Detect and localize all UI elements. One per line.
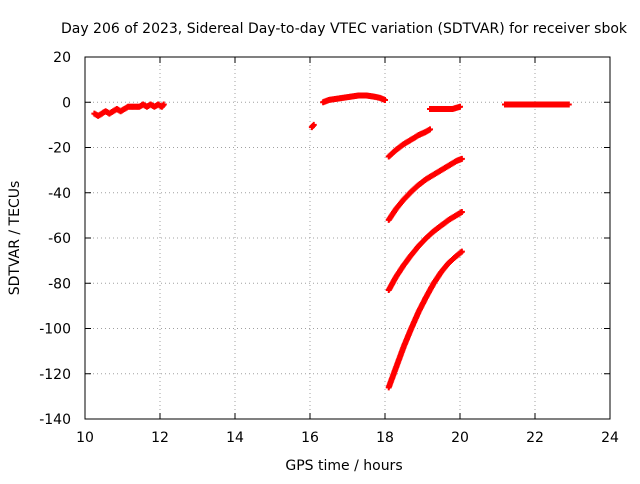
y-tick-label: -20 xyxy=(48,141,71,157)
point-trend-a xyxy=(427,126,433,133)
point-seg2 xyxy=(310,121,317,128)
y-tick-label: -40 xyxy=(48,186,71,202)
point-seg5 xyxy=(565,101,572,108)
point-trend-d xyxy=(458,248,465,255)
point-seg3 xyxy=(382,96,388,103)
x-axis-label: GPS time / hours xyxy=(285,458,402,474)
plot-frame xyxy=(84,56,611,420)
x-tick-label: 24 xyxy=(601,430,619,446)
y-tick-label: -60 xyxy=(48,231,71,247)
x-tick-label: 22 xyxy=(526,430,544,446)
y-tick-label: -100 xyxy=(39,322,71,338)
point-seg1 xyxy=(160,101,167,108)
point-trend-b xyxy=(458,155,465,162)
x-tick-label: 14 xyxy=(226,430,244,446)
x-tick-label: 16 xyxy=(301,430,319,446)
y-tick-label: -120 xyxy=(39,367,71,383)
x-tick-label: 20 xyxy=(451,430,469,446)
y-tick-label: 0 xyxy=(62,95,71,111)
x-tick-label: 18 xyxy=(376,430,394,446)
x-tick-label: 12 xyxy=(151,430,169,446)
y-tick-label: -140 xyxy=(39,412,71,428)
y-axis-label: SDTVAR / TECUs xyxy=(7,181,23,296)
y-tick-label: -80 xyxy=(48,276,71,292)
axes: 10 12 14 16 18 20 22 24 -140 -120 -100 -80 -60 -40 -20… xyxy=(39,50,619,446)
data-points xyxy=(91,92,572,391)
x-tick-label: 10 xyxy=(76,430,94,446)
grid xyxy=(85,57,610,419)
y-tick-label: 20 xyxy=(53,50,71,66)
point-seg4 xyxy=(457,103,463,110)
point-trend-c xyxy=(458,208,465,215)
chart-title: Day 206 of 2023, Sidereal Day-to-day VTE… xyxy=(61,21,628,37)
